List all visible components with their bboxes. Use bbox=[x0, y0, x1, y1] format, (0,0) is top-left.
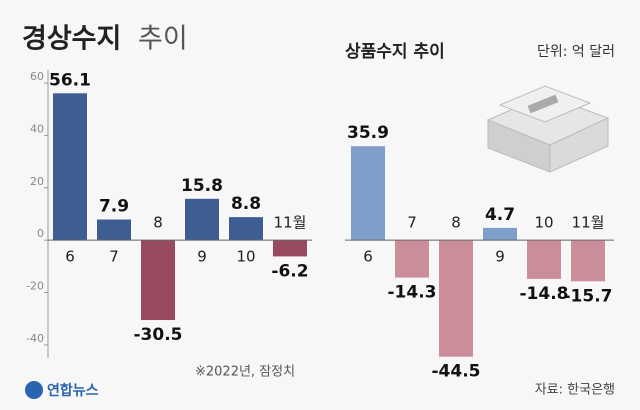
source: 자료: 한국은행 bbox=[535, 382, 615, 398]
x-tick-label: 8 bbox=[153, 214, 163, 232]
x-tick-label: 8 bbox=[451, 214, 461, 232]
value-label: -6.2 bbox=[271, 261, 308, 281]
note: ※2022년, 잠정치 bbox=[195, 365, 295, 380]
bar bbox=[483, 227, 517, 241]
value-label: 4.7 bbox=[485, 205, 515, 225]
y-tick-label: 0 bbox=[37, 227, 44, 240]
bar bbox=[53, 93, 87, 241]
value-label: 7.9 bbox=[99, 196, 129, 216]
y-tick-label: 60 bbox=[30, 70, 44, 83]
x-tick-label: 7 bbox=[407, 214, 417, 232]
value-label: -30.5 bbox=[134, 325, 183, 345]
x-tick-label: 6 bbox=[363, 248, 373, 266]
bar bbox=[229, 217, 263, 241]
brand-logo bbox=[25, 381, 43, 399]
x-tick-label: 10 bbox=[236, 248, 255, 266]
bar bbox=[141, 240, 175, 321]
bar bbox=[185, 198, 219, 241]
x-tick-label: 9 bbox=[197, 248, 207, 266]
value-label: -14.8 bbox=[520, 284, 569, 304]
bar bbox=[351, 146, 385, 241]
x-tick-label: 6 bbox=[65, 248, 75, 266]
value-label: -44.5 bbox=[432, 362, 481, 382]
x-tick-label: 11월 bbox=[274, 214, 307, 232]
x-tick-label: 10 bbox=[534, 214, 553, 232]
y-tick-label: 20 bbox=[30, 175, 44, 188]
value-label: -14.3 bbox=[388, 283, 437, 303]
x-tick-label: 11월 bbox=[572, 214, 605, 232]
value-label: 8.8 bbox=[231, 194, 261, 214]
chart-title: 경상수지 bbox=[22, 24, 121, 55]
bar bbox=[97, 219, 131, 241]
x-tick-label: 7 bbox=[109, 248, 119, 266]
chart-title: 상품수지 추이 bbox=[345, 42, 445, 62]
bar bbox=[439, 240, 473, 357]
bar bbox=[273, 240, 307, 257]
y-tick-label: 40 bbox=[30, 122, 44, 135]
unit-label: 단위: 억 달러 bbox=[537, 44, 615, 60]
value-label: 35.9 bbox=[347, 123, 389, 143]
chart-title-suffix: 추이 bbox=[138, 24, 188, 55]
money-icon bbox=[486, 85, 610, 173]
value-label: 56.1 bbox=[49, 70, 91, 90]
bar bbox=[571, 240, 605, 282]
bar bbox=[395, 240, 429, 278]
value-label: 15.8 bbox=[181, 176, 223, 196]
brand: 연합뉴스 bbox=[47, 382, 99, 399]
bar bbox=[527, 240, 561, 279]
value-label: -15.7 bbox=[564, 286, 613, 306]
y-tick-label: -20 bbox=[26, 280, 44, 293]
x-tick-label: 9 bbox=[495, 248, 505, 266]
y-tick-label: -40 bbox=[26, 332, 44, 345]
